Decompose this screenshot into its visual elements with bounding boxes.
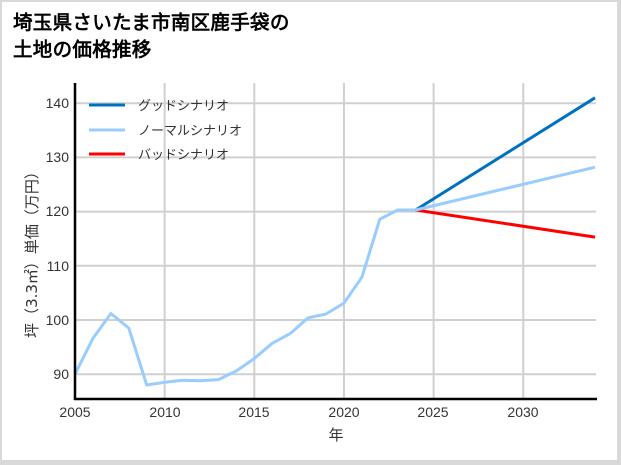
title-line-2: 土地の価格推移 — [13, 38, 152, 61]
line-normal-scenario — [415, 165, 596, 212]
legend: グッドシナリオ ノーマルシナリオ バッドシナリオ — [89, 99, 242, 163]
line-historical — [73, 208, 416, 387]
y-tick-120: 120 — [46, 203, 70, 219]
y-tick-100: 100 — [46, 312, 70, 328]
x-tick-2010: 2010 — [149, 404, 180, 420]
y-tick-140: 140 — [46, 95, 70, 111]
legend-label-bad: バッドシナリオ — [138, 148, 229, 163]
x-tick-2025: 2025 — [417, 404, 448, 420]
legend-label-good: グッドシナリオ — [138, 99, 229, 114]
x-tick-2030: 2030 — [507, 404, 538, 420]
x-axis-label: 年 — [328, 426, 343, 444]
y-axis-ticks: 140 130 120 110 100 90 — [46, 95, 70, 382]
data-series — [73, 96, 596, 387]
y-tick-130: 130 — [46, 149, 70, 165]
y-axis-label: 坪（3.3㎡）単価（万円） — [23, 164, 41, 338]
legend-label-normal: ノーマルシナリオ — [138, 124, 242, 139]
x-tick-2015: 2015 — [238, 404, 269, 420]
y-tick-90: 90 — [53, 366, 69, 382]
x-tick-2020: 2020 — [328, 404, 359, 420]
title-line-1: 埼玉県さいたま市南区鹿手袋の — [13, 11, 290, 34]
line-good-scenario — [414, 96, 596, 212]
y-tick-110: 110 — [47, 258, 70, 274]
line-bad-scenario — [415, 208, 596, 239]
x-tick-2005: 2005 — [59, 404, 90, 420]
chart-title: 埼玉県さいたま市南区鹿手袋の 土地の価格推移 — [13, 9, 290, 63]
x-axis-ticks: 2005 2010 2015 2020 2025 2030 — [59, 404, 538, 420]
chart-frame — [2, 2, 617, 460]
grid-lines — [74, 83, 596, 399]
